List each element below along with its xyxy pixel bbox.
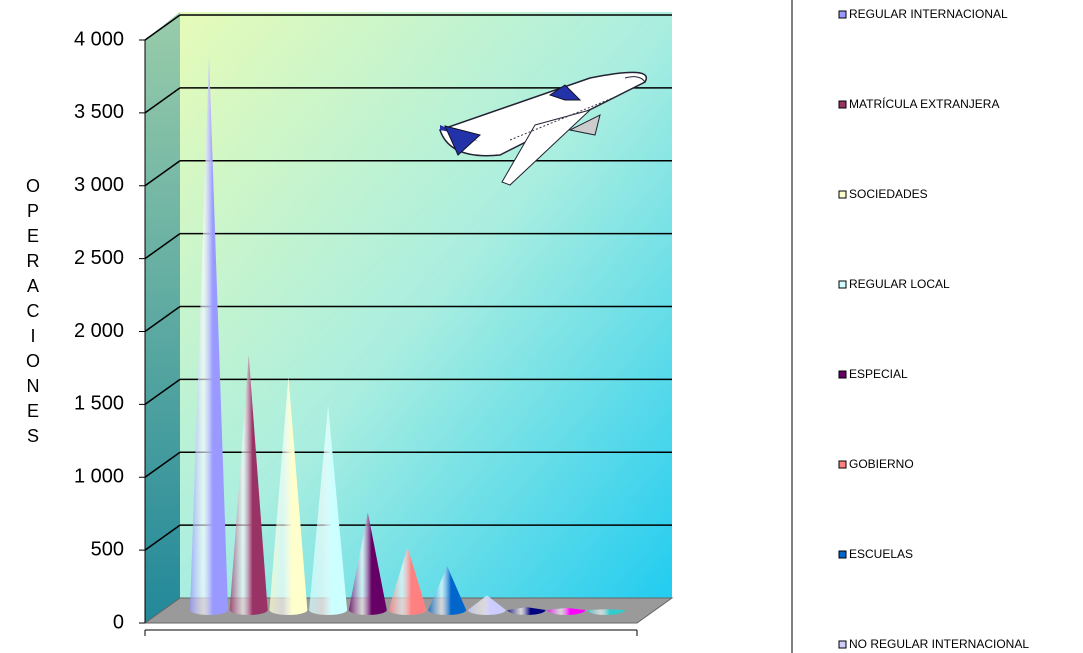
cones	[190, 56, 625, 615]
grid-line-side	[144, 87, 181, 114]
legend-swatch	[838, 100, 847, 109]
y-axis-label: OPERACIONES	[23, 176, 43, 451]
legend-label: SOCIEDADES	[849, 187, 928, 201]
legend-swatch	[838, 190, 847, 199]
y-tick-label: 1 500	[74, 393, 124, 415]
cone	[547, 607, 586, 615]
grid-line-side	[144, 378, 181, 405]
y-tick-label: 2 000	[74, 320, 124, 342]
y-tick-label: 0	[113, 611, 124, 633]
legend-label: REGULAR LOCAL	[849, 277, 950, 291]
grid-line-side	[144, 451, 181, 478]
grid-line-side	[144, 160, 181, 187]
grid-line-side	[144, 524, 181, 551]
cone	[229, 354, 268, 615]
legend-label: NO REGULAR INTERNACIONAL	[849, 637, 1029, 651]
cone	[507, 607, 546, 615]
legend-swatch	[838, 280, 847, 289]
legend-swatch	[838, 640, 847, 649]
y-tick-label: 2 500	[74, 247, 124, 269]
cone	[428, 566, 467, 615]
y-tick-label: 4 000	[74, 28, 124, 50]
cone	[269, 376, 308, 615]
legend-label: ESCUELAS	[849, 547, 913, 561]
side-wall	[145, 12, 180, 623]
cone	[388, 547, 427, 615]
legend-swatch	[838, 10, 847, 19]
legend-label: REGULAR INTERNACIONAL	[849, 7, 1008, 21]
cone	[348, 512, 387, 615]
airplane	[439, 71, 648, 186]
legend-label: GOBIERNO	[849, 457, 914, 471]
y-tick-label: 500	[91, 538, 124, 560]
grid-line-side	[144, 305, 181, 333]
y-tick-label: 3 500	[74, 101, 124, 123]
legend: REGULAR INTERNACIONAL MATRÍCULA EXTRANJER…	[838, 7, 1029, 651]
grid-line-side	[144, 14, 181, 41]
cone	[309, 405, 348, 615]
grid	[144, 14, 672, 551]
y-tick-label: 3 000	[74, 174, 124, 196]
legend-swatch	[838, 550, 847, 559]
legend-swatch	[838, 370, 847, 379]
cone	[190, 56, 228, 615]
cone	[587, 609, 625, 615]
y-tick-label: 1 000	[74, 466, 124, 488]
legend-swatch	[838, 460, 847, 469]
grid-line-side	[144, 233, 181, 260]
legend-label: ESPECIAL	[849, 367, 908, 381]
cone	[467, 595, 506, 615]
legend-label: MATRÍCULA EXTRANJERA	[849, 96, 999, 111]
